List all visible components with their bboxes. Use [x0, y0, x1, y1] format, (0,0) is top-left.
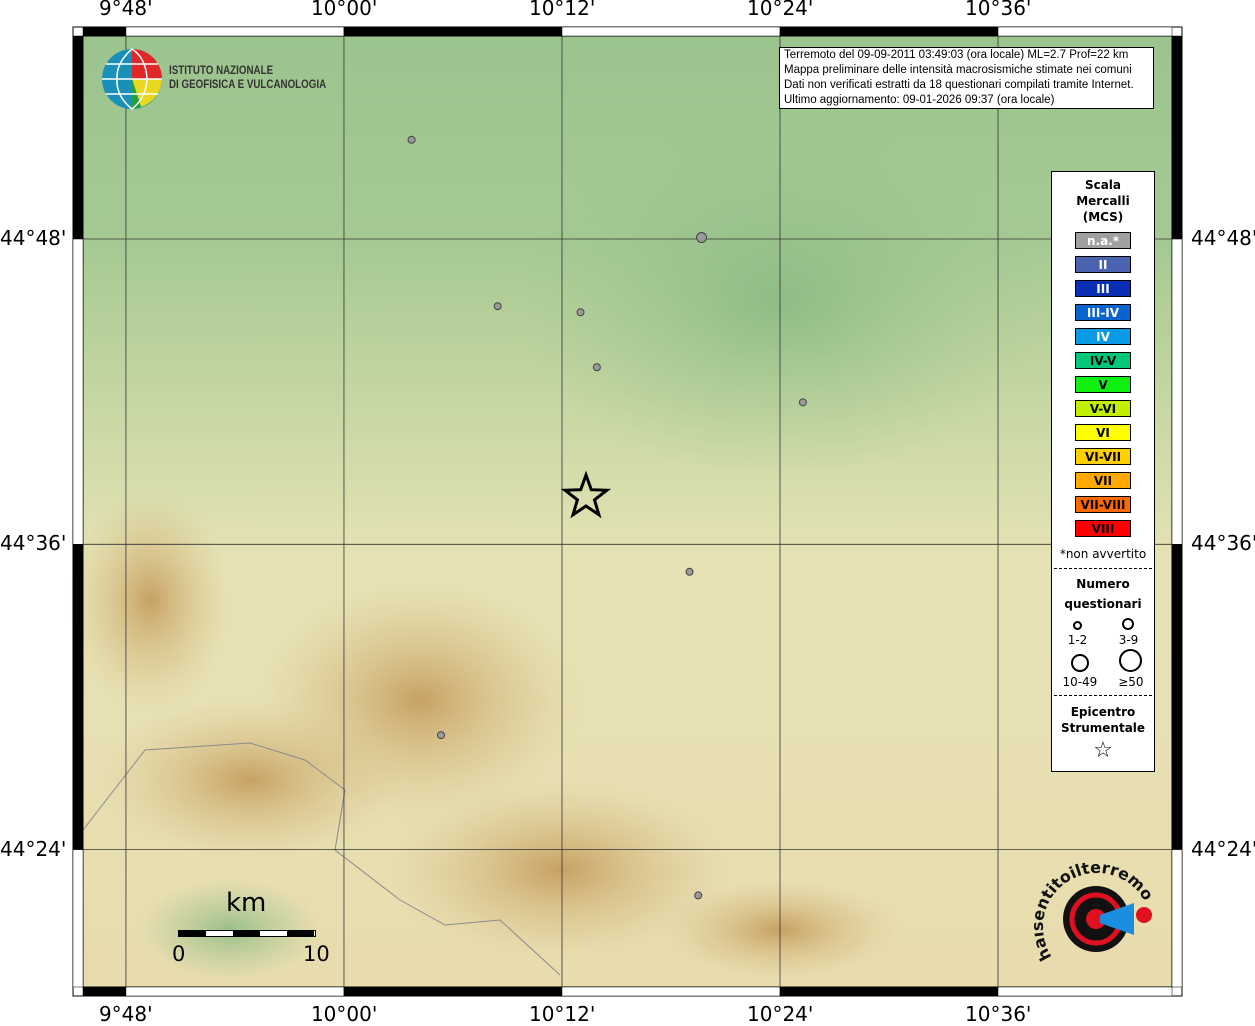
frame-segment [1171, 849, 1183, 988]
lat-tick-label-left: 44°24' [0, 836, 67, 861]
event-info-box: Terremoto del 09-09-2011 03:49:03 (ora l… [779, 47, 1154, 109]
lat-tick-label-right: 44°24' [1191, 836, 1255, 861]
haisentitoilterremoto-logo: haisentitoilterremoto.it [1028, 842, 1159, 977]
frame-segment [779, 986, 999, 997]
scale-bar: km 0 10 [170, 888, 330, 968]
info-line: Dati non verificati estratti da 18 quest… [784, 79, 1134, 91]
legend-swatch: n.a.* [1075, 232, 1131, 249]
graticule [83, 36, 1172, 987]
lat-tick-label-left: 44°36' [0, 531, 67, 556]
intensity-point [493, 302, 502, 311]
intensity-point [592, 363, 601, 372]
legend-swatch: II [1075, 256, 1131, 273]
lat-tick-label-left: 44°48' [0, 226, 67, 251]
legend-swatch: VI-VII [1075, 448, 1131, 465]
legend-swatch: III [1075, 280, 1131, 297]
circle-icon [1070, 654, 1089, 672]
frame-segment [779, 26, 999, 37]
frame-segment [72, 238, 84, 545]
legend-swatch: VIII [1075, 520, 1131, 537]
intensity-point [407, 135, 416, 144]
legend-swatch: IV [1075, 328, 1131, 345]
frame-segment [343, 986, 563, 997]
info-line: Mappa preliminare delle intensità macros… [784, 64, 1132, 76]
frame-segment [1171, 238, 1183, 545]
intensity-point [576, 308, 585, 317]
q-class-3-9: 3-9 [1119, 618, 1138, 647]
frame-segment [343, 26, 563, 37]
frame-segment [997, 26, 1173, 37]
frame-segment [561, 26, 781, 37]
lon-tick-label-bottom: 9°48' [98, 1002, 153, 1026]
intensity-point [436, 731, 445, 740]
ingv-logo-text: ISTITUTO NAZIONALE DI GEOFISICA E VULCANO… [169, 65, 327, 91]
map-frame [72, 26, 1183, 997]
lon-tick-label-bottom: 10°36' [965, 1002, 1032, 1026]
intensity-point [798, 398, 807, 407]
lon-tick-label-bottom: 10°12' [528, 1002, 596, 1026]
intensity-point [694, 891, 703, 900]
lon-tick-label-bottom: 10°00' [310, 1002, 378, 1026]
scale-max: 10 [303, 942, 330, 966]
legend-title: Scala Mercalli (MCS) [1076, 178, 1130, 224]
epicenter-title: Epicentro Strumentale [1060, 705, 1146, 735]
intensity-point [696, 231, 708, 243]
legend: Scala Mercalli (MCS) n.a.* II III III-IV IV IV-… [1051, 171, 1155, 772]
legend-swatch: III-IV [1075, 304, 1131, 321]
lon-tick-label-bottom: 10°24' [747, 1002, 814, 1026]
frame-segment [997, 986, 1173, 997]
globe-icon [102, 48, 162, 110]
frame-segment [1171, 544, 1183, 850]
legend-swatch: V-VI [1075, 400, 1131, 417]
scale-min: 0 [172, 942, 186, 966]
frame-segment [82, 986, 127, 997]
frame-segment [125, 986, 345, 997]
circle-icon [1122, 618, 1135, 630]
legend-swatch: IV-V [1075, 352, 1131, 369]
circle-icon [1072, 621, 1082, 630]
legend-swatch: VI [1075, 424, 1131, 441]
lon-tick-label-top: 9°48' [98, 0, 153, 20]
scale-unit: km [226, 888, 267, 918]
divider [1054, 695, 1152, 696]
epicenter-star [560, 470, 612, 519]
q-class-1-2: 1-2 [1068, 619, 1087, 647]
circle-icon [1119, 649, 1143, 672]
frame-segment [72, 35, 84, 240]
legend-swatch: VII [1075, 472, 1131, 489]
epicenter-star-icon [560, 470, 612, 519]
terrain-background [70, 36, 1172, 987]
legend-swatch: VII-VIII [1075, 496, 1131, 513]
info-line: Ultimo aggiornamento: 09-01-2026 09:37 (… [784, 94, 1055, 106]
scale-bar-graphic [178, 930, 316, 937]
q-class-10-49: 10-49 [1062, 654, 1097, 689]
frame-segment [82, 26, 127, 37]
intensity-point [685, 567, 694, 576]
lat-tick-label-right: 44°36' [1191, 531, 1255, 556]
lon-tick-label-top: 10°00' [310, 0, 378, 20]
lat-tick-label-right: 44°48' [1191, 226, 1255, 251]
info-line: Terremoto del 09-09-2011 03:49:03 (ora l… [784, 49, 1129, 61]
legend-swatch: V [1075, 376, 1131, 393]
lon-tick-label-top: 10°12' [528, 0, 596, 20]
frame-segment [72, 544, 84, 850]
frame-segment [125, 26, 345, 37]
frame-segment [1171, 35, 1183, 240]
divider [1054, 568, 1152, 569]
frame-segment [561, 986, 781, 997]
intensity-points [407, 135, 807, 900]
ingv-logo [101, 48, 163, 114]
star-icon: ☆ [1093, 738, 1113, 763]
q-class-50: ≥50 [1118, 649, 1144, 689]
lon-tick-label-top: 10°24' [747, 0, 814, 20]
legend-note: *non avvertito [1059, 547, 1147, 561]
lon-tick-label-top: 10°36' [965, 0, 1032, 20]
frame-segment [72, 849, 84, 988]
questionnaire-title: Numero questionari [1064, 577, 1142, 611]
